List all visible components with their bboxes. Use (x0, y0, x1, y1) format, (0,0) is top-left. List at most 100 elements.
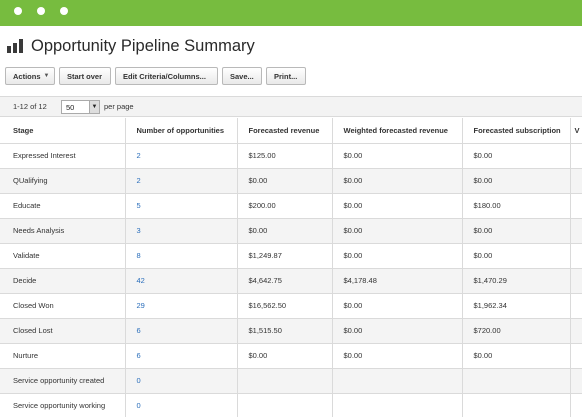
opportunity-count-link[interactable]: 6 (125, 343, 238, 369)
forecasted-revenue-cell: $200.00 (237, 193, 333, 219)
stage-cell: Decide (0, 268, 126, 294)
window-dot-2[interactable] (37, 7, 45, 15)
truncated-cell (570, 193, 582, 219)
stage-cell: Service opportunity created (0, 368, 126, 394)
opportunity-count-link[interactable]: 2 (125, 143, 238, 169)
forecasted-subscription-cell: $1,962.34 (462, 293, 571, 319)
stage-cell: Needs Analysis (0, 218, 126, 244)
forecasted-subscription-cell: $0.00 (462, 243, 571, 269)
column-header-truncated[interactable]: V (570, 118, 582, 144)
column-header-stage[interactable]: Stage (0, 118, 126, 144)
stage-cell: Expressed Interest (0, 143, 126, 169)
forecasted-revenue-cell: $0.00 (237, 343, 333, 369)
table-row: Needs Analysis 3 $0.00 $0.00 $0.00 (0, 218, 582, 244)
weighted-forecasted-revenue-cell: $0.00 (332, 243, 463, 269)
bar-chart-icon (7, 39, 23, 53)
forecasted-subscription-cell (462, 393, 571, 417)
weighted-forecasted-revenue-cell: $4,178.48 (332, 268, 463, 294)
stage-cell: Closed Lost (0, 318, 126, 344)
window-dot-1[interactable] (14, 7, 22, 15)
truncated-cell (570, 243, 582, 269)
weighted-forecasted-revenue-cell: $0.00 (332, 318, 463, 344)
forecasted-subscription-cell: $0.00 (462, 168, 571, 194)
opportunity-count-link[interactable]: 8 (125, 243, 238, 269)
column-header-weighted-forecasted-revenue[interactable]: Weighted forecasted revenue (332, 118, 463, 144)
table-row: Decide 42 $4,642.75 $4,178.48 $1,470.29 (0, 268, 582, 294)
weighted-forecasted-revenue-cell (332, 368, 463, 394)
column-header-number-of-opportunities[interactable]: Number of opportunities (125, 118, 238, 144)
stage-cell: QUalifying (0, 168, 126, 194)
weighted-forecasted-revenue-cell: $0.00 (332, 343, 463, 369)
start-over-button[interactable]: Start over (59, 67, 111, 85)
opportunity-count-link[interactable]: 0 (125, 368, 238, 394)
weighted-forecasted-revenue-cell: $0.00 (332, 143, 463, 169)
opportunity-count-link[interactable]: 2 (125, 168, 238, 194)
opportunity-count-link[interactable]: 0 (125, 393, 238, 417)
forecasted-revenue-cell: $0.00 (237, 168, 333, 194)
print-button[interactable]: Print... (266, 67, 306, 85)
actions-label: Actions (13, 71, 41, 81)
forecasted-revenue-cell: $16,562.50 (237, 293, 333, 319)
toolbar: Actions ▼ Start over Edit Criteria/Colum… (5, 67, 306, 85)
forecasted-subscription-cell: $1,470.29 (462, 268, 571, 294)
pipeline-table: Stage Number of opportunities Forecasted… (0, 118, 582, 417)
table-row: Closed Won 29 $16,562.50 $0.00 $1,962.34 (0, 293, 582, 319)
per-page-label: per page (104, 102, 134, 111)
weighted-forecasted-revenue-cell: $0.00 (332, 293, 463, 319)
forecasted-subscription-cell (462, 368, 571, 394)
window-title-bar (0, 0, 582, 26)
forecasted-subscription-cell: $180.00 (462, 193, 571, 219)
table-row: Service opportunity working 0 (0, 393, 582, 417)
truncated-cell (570, 393, 582, 417)
forecasted-revenue-cell: $1,515.50 (237, 318, 333, 344)
truncated-cell (570, 318, 582, 344)
table-row: Service opportunity created 0 (0, 368, 582, 394)
truncated-cell (570, 218, 582, 244)
opportunity-count-link[interactable]: 5 (125, 193, 238, 219)
forecasted-revenue-cell (237, 393, 333, 417)
truncated-cell (570, 143, 582, 169)
opportunity-count-link[interactable]: 42 (125, 268, 238, 294)
table-row: Closed Lost 6 $1,515.50 $0.00 $720.00 (0, 318, 582, 344)
forecasted-subscription-cell: $0.00 (462, 218, 571, 244)
window-dot-3[interactable] (60, 7, 68, 15)
page-title: Opportunity Pipeline Summary (31, 36, 255, 55)
pagination-bar: 1-12 of 12 50 ▼ per page (0, 96, 582, 117)
opportunity-count-link[interactable]: 6 (125, 318, 238, 344)
opportunity-count-link[interactable]: 29 (125, 293, 238, 319)
forecasted-subscription-cell: $0.00 (462, 143, 571, 169)
truncated-cell (570, 293, 582, 319)
opportunity-count-link[interactable]: 3 (125, 218, 238, 244)
chevron-down-icon: ▼ (43, 73, 50, 79)
stage-cell: Service opportunity working (0, 393, 126, 417)
forecasted-revenue-cell: $125.00 (237, 143, 333, 169)
page-header: Opportunity Pipeline Summary (7, 36, 255, 56)
pagination-range: 1-12 of 12 (13, 102, 47, 111)
weighted-forecasted-revenue-cell (332, 393, 463, 417)
actions-button[interactable]: Actions ▼ (5, 67, 55, 85)
stage-cell: Nurture (0, 343, 126, 369)
weighted-forecasted-revenue-cell: $0.00 (332, 193, 463, 219)
forecasted-revenue-cell: $4,642.75 (237, 268, 333, 294)
table-row: Nurture 6 $0.00 $0.00 $0.00 (0, 343, 582, 369)
forecasted-revenue-cell (237, 368, 333, 394)
stage-cell: Validate (0, 243, 126, 269)
save-button[interactable]: Save... (222, 67, 262, 85)
truncated-cell (570, 368, 582, 394)
column-header-forecasted-revenue[interactable]: Forecasted revenue (237, 118, 333, 144)
forecasted-revenue-cell: $1,249.87 (237, 243, 333, 269)
table-row: Educate 5 $200.00 $0.00 $180.00 (0, 193, 582, 219)
column-header-forecasted-subscription[interactable]: Forecasted subscription (462, 118, 571, 144)
stage-cell: Educate (0, 193, 126, 219)
page-size-select[interactable]: 50 ▼ (61, 100, 100, 114)
chevron-down-icon[interactable]: ▼ (89, 101, 99, 113)
weighted-forecasted-revenue-cell: $0.00 (332, 218, 463, 244)
edit-criteria-button[interactable]: Edit Criteria/Columns... (115, 67, 218, 85)
stage-cell: Closed Won (0, 293, 126, 319)
forecasted-subscription-cell: $0.00 (462, 343, 571, 369)
table-row: Expressed Interest 2 $125.00 $0.00 $0.00 (0, 143, 582, 169)
table-row: Validate 8 $1,249.87 $0.00 $0.00 (0, 243, 582, 269)
table-header-row: Stage Number of opportunities Forecasted… (0, 118, 582, 144)
truncated-cell (570, 168, 582, 194)
forecasted-subscription-cell: $720.00 (462, 318, 571, 344)
